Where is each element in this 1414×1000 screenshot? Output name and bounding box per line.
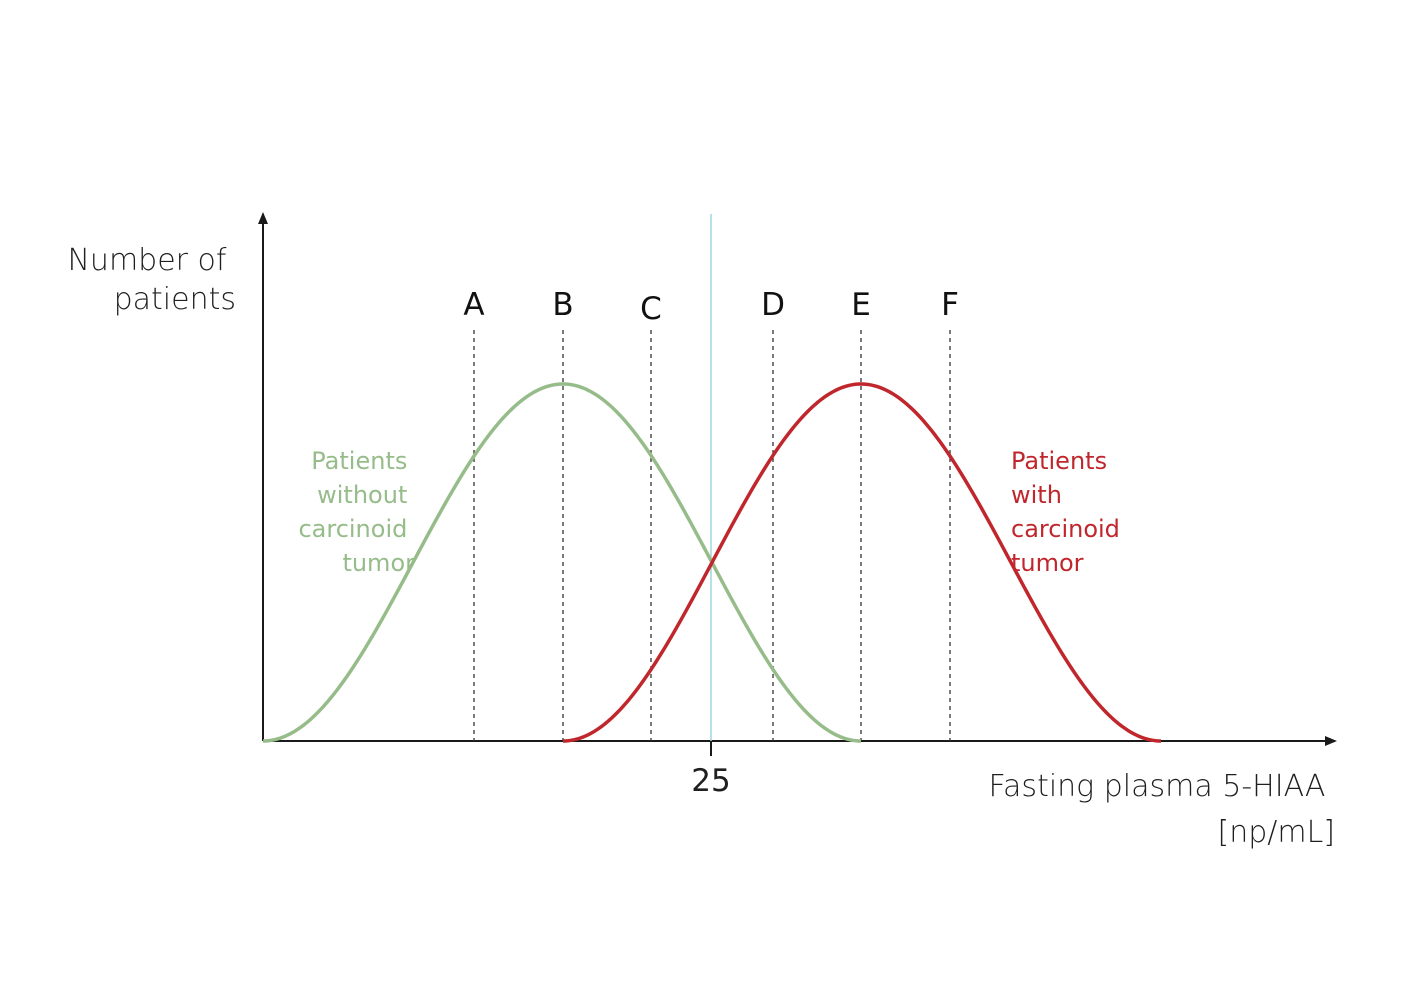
marker-label-d: D	[761, 287, 785, 323]
marker-label-b: B	[552, 287, 573, 323]
x-axis-title-line-2: [np/mL]	[1217, 815, 1335, 850]
legend-with-line-2: with	[1011, 481, 1062, 509]
legend-without-tumor: Patients without carcinoid tumor	[298, 447, 415, 577]
legend-with-line-1: Patients	[1011, 447, 1107, 475]
legend-without-line-1: Patients	[311, 447, 407, 475]
legend-without-line-3: carcinoid	[298, 515, 407, 543]
marker-label-c: C	[640, 291, 662, 327]
x-axis-title-line-1: Fasting plasma 5-HIAA	[989, 769, 1326, 804]
y-axis-title-line-1: Number of	[67, 243, 226, 278]
legend-without-line-2: without	[317, 481, 407, 509]
x-tick-label: 25	[691, 763, 730, 799]
x-axis-title: Fasting plasma 5-HIAA [np/mL]	[989, 769, 1335, 850]
y-axis-title: Number of patients	[67, 243, 236, 317]
legend-without-line-4: tumor	[342, 549, 415, 577]
legend-with-line-4: tumor	[1011, 549, 1084, 577]
curve-without-tumor	[262, 382, 862, 743]
legend-with-tumor: Patients with carcinoid tumor	[1011, 447, 1128, 577]
marker-label-a: A	[463, 287, 484, 323]
y-axis-title-line-2: patients	[114, 282, 236, 317]
marker-group: A B C D E F	[463, 287, 959, 741]
marker-label-e: E	[851, 287, 871, 323]
legend-with-line-3: carcinoid	[1011, 515, 1120, 543]
marker-label-f: F	[941, 287, 959, 323]
curve-with-tumor	[562, 382, 1162, 743]
